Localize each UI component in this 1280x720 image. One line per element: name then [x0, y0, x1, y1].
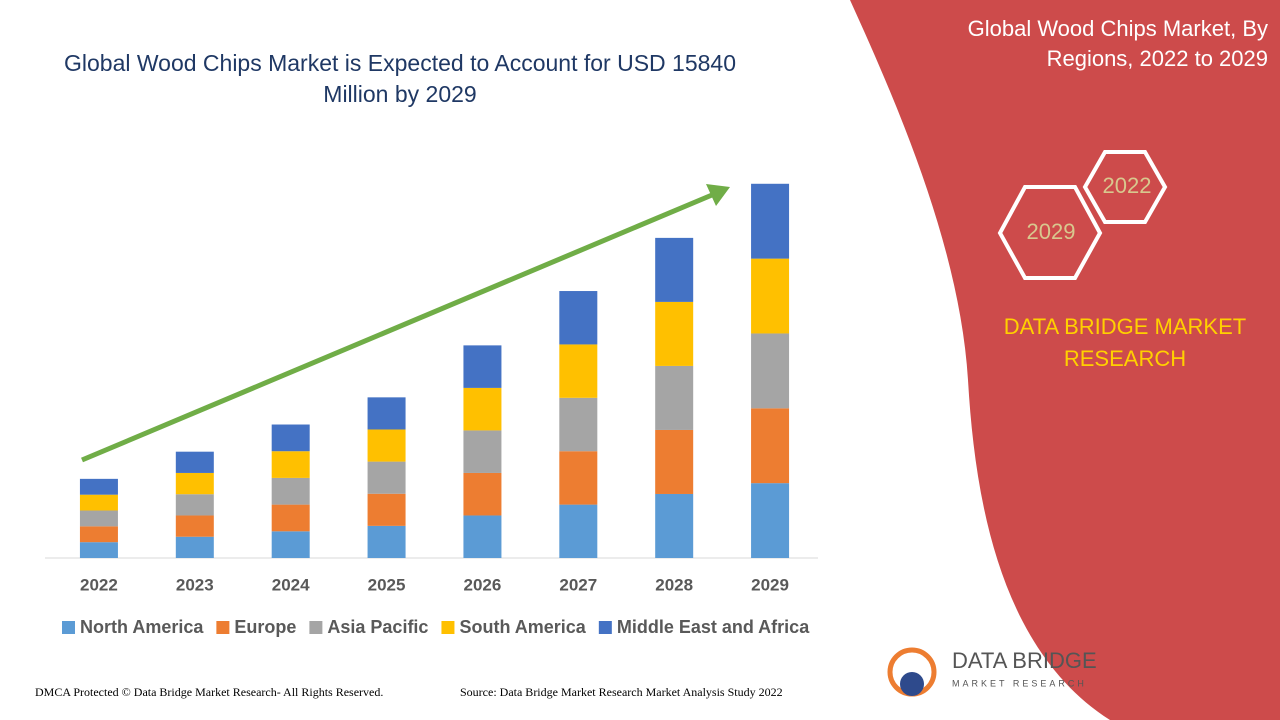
- hex-label: 2029: [1027, 219, 1076, 244]
- bar-segment: [559, 397, 598, 452]
- x-tick-label: 2022: [80, 575, 118, 594]
- bar-segment: [655, 365, 694, 430]
- bar-segment: [751, 183, 790, 259]
- bar-segment: [271, 424, 310, 452]
- legend-label: North America: [80, 617, 204, 637]
- bar-segment: [367, 525, 406, 558]
- logo-name: DATA BRIDGE: [952, 648, 1097, 673]
- source: Source: Data Bridge Market Research Mark…: [460, 685, 783, 699]
- legend-swatch: [216, 621, 230, 634]
- bar-segment: [175, 536, 214, 558]
- bar-segment: [79, 526, 118, 543]
- legend-label: Asia Pacific: [327, 617, 428, 637]
- bar-segment: [175, 515, 214, 537]
- bar-segment: [367, 429, 406, 462]
- bar-segment: [655, 493, 694, 558]
- legend-label: South America: [459, 617, 586, 637]
- legend-swatch: [309, 621, 323, 634]
- legend-swatch: [62, 621, 75, 634]
- bar-segment: [367, 493, 406, 526]
- x-tick-label: 2024: [272, 575, 310, 594]
- bar-segment: [175, 494, 214, 516]
- brand: DATA BRIDGE MARKET RESEARCH: [1003, 314, 1247, 371]
- legend-swatch: [441, 621, 455, 634]
- x-tick-label: 2023: [176, 575, 214, 594]
- trend-arrow: [81, 192, 713, 463]
- bar-segment: [367, 397, 406, 430]
- bar-segment: [751, 333, 790, 409]
- x-tick-label: 2028: [655, 575, 693, 594]
- x-tick-label: 2029: [751, 575, 789, 594]
- bars: [79, 183, 790, 558]
- bar-segment: [559, 344, 598, 398]
- x-tick-label: 2026: [464, 575, 502, 594]
- logo-mark: [900, 672, 924, 696]
- x-tick-label: 2025: [368, 575, 406, 594]
- bar-segment: [79, 510, 118, 527]
- legend-swatch: [598, 621, 612, 634]
- bar-segment: [463, 430, 502, 473]
- bar-segment: [463, 472, 502, 516]
- bar-segment: [751, 408, 790, 484]
- bar-segment: [655, 237, 694, 302]
- bar-segment: [79, 542, 118, 558]
- legend-label: Middle East and Africa: [617, 617, 810, 637]
- hex-label: 2022: [1103, 173, 1152, 198]
- bar-segment: [463, 387, 502, 431]
- bar-segment: [559, 451, 598, 505]
- bar-segment: [463, 515, 502, 558]
- panel-heading: Global Wood Chips Market, By Regions, 20…: [967, 16, 1268, 71]
- legend-label: Europe: [234, 617, 296, 637]
- bar-segment: [655, 429, 694, 494]
- arrow-head: [706, 184, 730, 206]
- hexagon: [1082, 150, 1168, 224]
- logo-sub: MARKET RESEARCH: [952, 678, 1087, 688]
- bar-segment: [655, 301, 694, 366]
- bar-segment: [271, 531, 310, 558]
- bar-segment: [271, 504, 310, 532]
- bar-segment: [79, 494, 118, 511]
- bar-segment: [559, 291, 598, 345]
- bar-segment: [751, 258, 790, 334]
- bar-segment: [271, 451, 310, 478]
- bar-segment: [463, 345, 502, 388]
- bar-segment: [175, 451, 214, 473]
- hexagon: [997, 185, 1103, 280]
- bar-segment: [751, 483, 790, 558]
- bar-segment: [175, 472, 214, 495]
- side-panel: [850, 0, 1280, 720]
- bar-segment: [271, 477, 310, 505]
- copyright: DMCA Protected © Data Bridge Market Rese…: [35, 685, 383, 699]
- chart-title: Global Wood Chips Market is Expected to …: [63, 50, 737, 107]
- x-tick-label: 2027: [559, 575, 597, 594]
- bar-segment: [79, 478, 118, 495]
- bar-segment: [559, 504, 598, 558]
- bar-segment: [367, 461, 406, 494]
